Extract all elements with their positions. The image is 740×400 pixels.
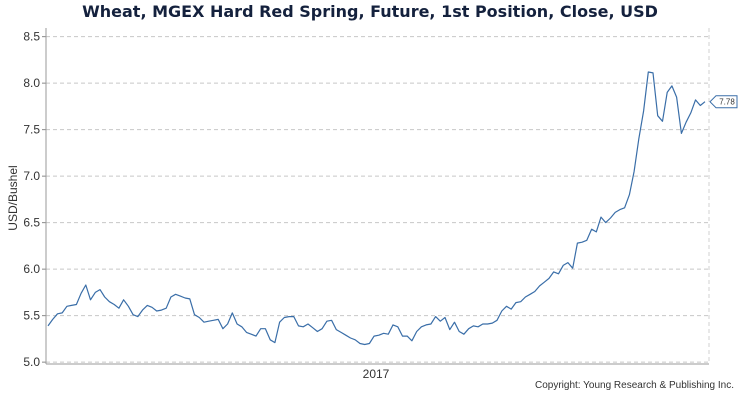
last-value-callout: 7.78 [709, 95, 738, 109]
y-tick-label: 6.0 [23, 262, 40, 276]
y-tick-labels: 8.5 8.0 7.5 7.0 6.5 6.0 5.5 5.0 [23, 30, 40, 369]
y-tick-label: 8.5 [23, 30, 40, 44]
y-tick-label: 5.5 [23, 309, 40, 323]
y-tick-label: 6.5 [23, 216, 40, 230]
y-axis-label: USD/Bushel [6, 165, 20, 230]
y-tick-label: 8.0 [23, 76, 40, 90]
gridlines [42, 36, 709, 363]
y-tick-label: 7.0 [23, 169, 40, 183]
series-line [47, 71, 706, 346]
y-tick-label: 5.0 [23, 355, 40, 369]
last-value-callout-box [709, 95, 738, 109]
last-value-label: 7.78 [719, 98, 735, 107]
y-tick-label: 7.5 [23, 123, 40, 137]
chart-title: Wheat, MGEX Hard Red Spring, Future, 1st… [82, 2, 658, 21]
series-layer [47, 71, 706, 346]
copyright-text: Copyright: Young Research & Publishing I… [534, 380, 734, 391]
x-tick-label: 2017 [363, 367, 390, 381]
axes [45, 28, 710, 365]
